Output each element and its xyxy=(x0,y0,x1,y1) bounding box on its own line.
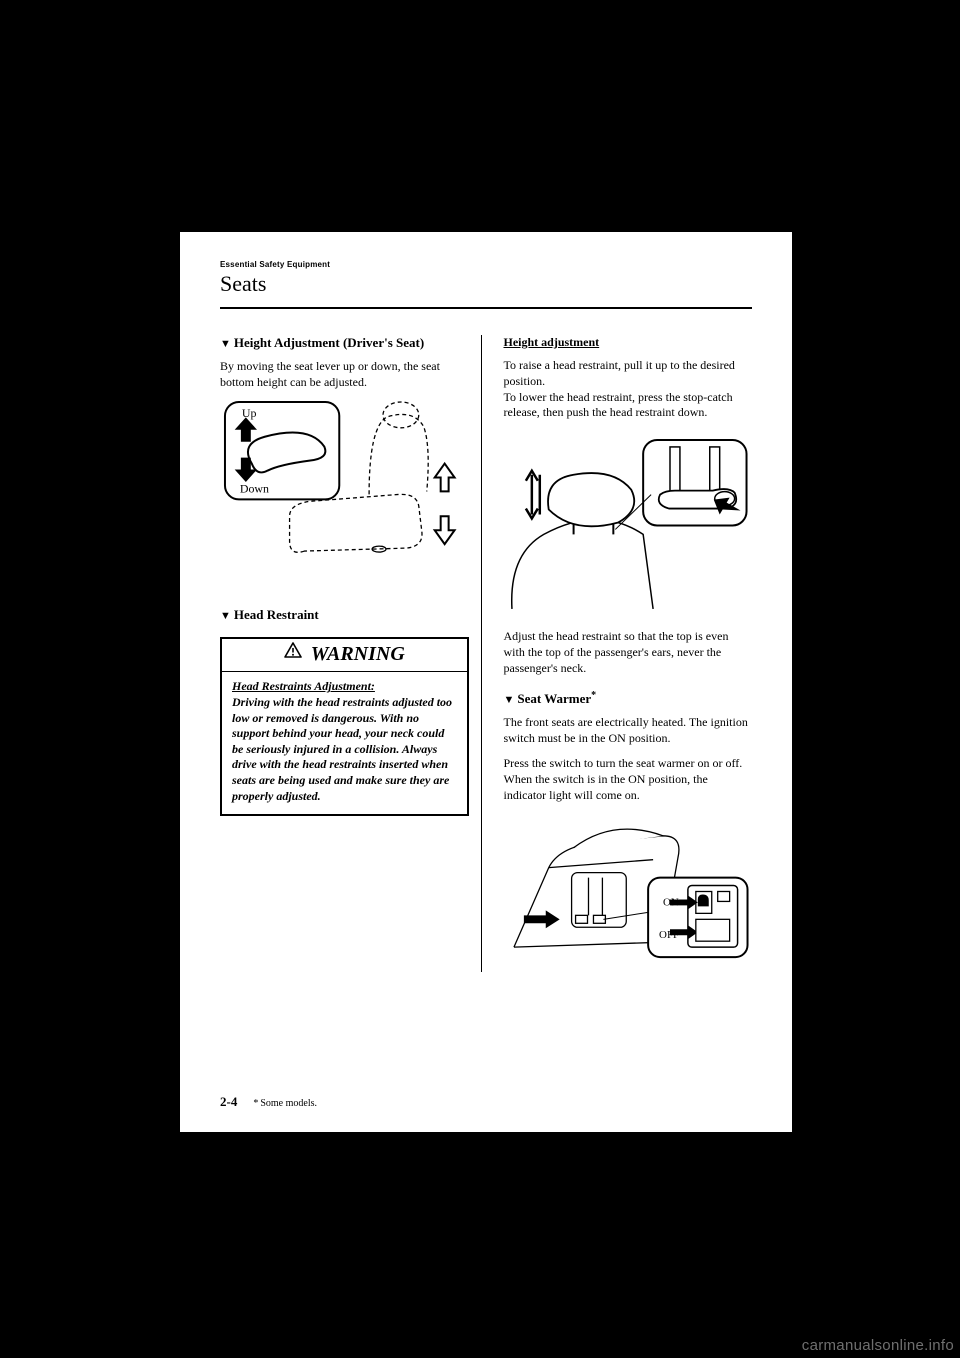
watermark: carmanualsonline.info xyxy=(802,1337,954,1354)
warning-triangle-icon xyxy=(284,642,302,663)
figure-seat-warmer: ON OFF xyxy=(504,808,753,967)
subhead-seat-warmer-text: Seat Warmer xyxy=(517,691,591,706)
body-seat-warmer-2: Press the switch to turn the seat warmer… xyxy=(504,756,753,803)
page-footer: 2-4 Some models. xyxy=(220,1094,752,1110)
right-column: Height adjustment To raise a head restra… xyxy=(500,335,753,972)
figure-head-restraint xyxy=(504,435,753,614)
page-header: Essential Safety Equipment Seats xyxy=(220,260,752,309)
warning-box: WARNING Head Restraints Adjustment: Driv… xyxy=(220,637,469,817)
body-height-adjustment: By moving the seat lever up or down, the… xyxy=(220,359,469,391)
down-triangle-icon: ▼ xyxy=(220,610,231,622)
rhead-height-adjustment: Height adjustment xyxy=(504,335,753,350)
header-category: Essential Safety Equipment xyxy=(220,260,752,269)
subhead-head-restraint-text: Head Restraint xyxy=(234,607,319,622)
warning-title-row: WARNING xyxy=(222,639,467,673)
warning-title: WARNING xyxy=(311,643,405,665)
label-off: OFF xyxy=(659,929,679,941)
manual-page: Essential Safety Equipment Seats ▼Height… xyxy=(180,232,792,1132)
content-columns: ▼Height Adjustment (Driver's Seat) By mo… xyxy=(220,335,752,972)
subhead-seat-warmer: ▼Seat Warmer* xyxy=(504,691,753,707)
label-up: Up xyxy=(242,406,257,420)
label-on: ON xyxy=(663,896,679,908)
body-r1b: To lower the head restraint, press the s… xyxy=(504,390,753,422)
subhead-head-restraint: ▼Head Restraint xyxy=(220,607,469,623)
subhead-height-adjustment-text: Height Adjustment (Driver's Seat) xyxy=(234,335,424,350)
asterisk-icon: * xyxy=(591,690,596,701)
down-triangle-icon: ▼ xyxy=(220,338,231,350)
footnote-some-models: Some models. xyxy=(253,1098,317,1109)
label-down: Down xyxy=(240,481,269,495)
page-number: 2-4 xyxy=(220,1094,237,1110)
body-r1a: To raise a head restraint, pull it up to… xyxy=(504,358,753,390)
down-triangle-icon: ▼ xyxy=(504,694,515,706)
body-seat-warmer-1: The front seats are electrically heated.… xyxy=(504,715,753,747)
left-column: ▼Height Adjustment (Driver's Seat) By mo… xyxy=(220,335,482,972)
header-rule xyxy=(220,307,752,309)
warning-body: Head Restraints Adjustment: Driving with… xyxy=(222,672,467,814)
body-r1c: Adjust the head restraint so that the to… xyxy=(504,629,753,676)
figure-seat-height: Up Down xyxy=(220,397,469,586)
warning-text: Driving with the head restraints adjuste… xyxy=(232,695,452,803)
header-section: Seats xyxy=(220,271,752,297)
subhead-height-adjustment: ▼Height Adjustment (Driver's Seat) xyxy=(220,335,469,351)
warning-lead: Head Restraints Adjustment: xyxy=(232,679,375,693)
